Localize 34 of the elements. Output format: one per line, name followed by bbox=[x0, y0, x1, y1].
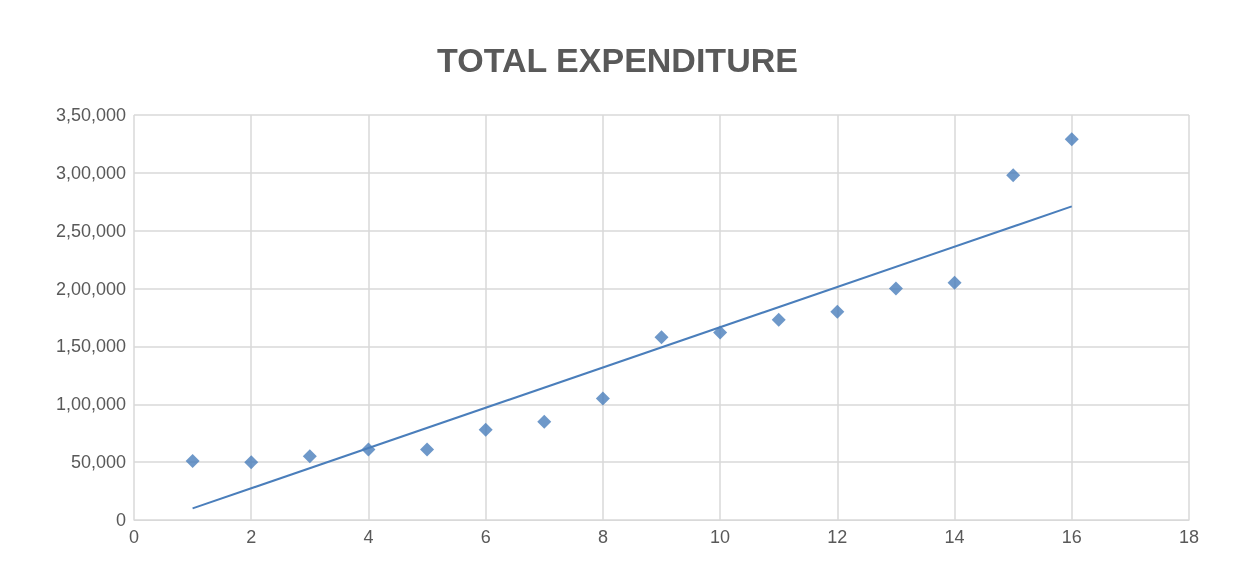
x-tick-label: 14 bbox=[944, 527, 965, 547]
point bbox=[420, 442, 435, 457]
point bbox=[244, 455, 259, 470]
point bbox=[1006, 168, 1021, 183]
x-tick-label: 0 bbox=[128, 527, 140, 547]
y-tick-label: 2,00,000 bbox=[55, 278, 126, 299]
x-tick-label: 6 bbox=[480, 527, 491, 547]
x-tick-label: 8 bbox=[597, 527, 608, 547]
y-tick-label: 0 bbox=[115, 510, 126, 530]
x-tick-label: 18 bbox=[1178, 527, 1200, 547]
point bbox=[1064, 132, 1079, 147]
point bbox=[478, 422, 493, 437]
point bbox=[771, 312, 786, 327]
x-tick-label: 12 bbox=[827, 527, 848, 547]
y-tick-label: 50,000 bbox=[70, 452, 126, 473]
y-tick-label: 2,50,000 bbox=[55, 220, 126, 241]
x-tick-label: 16 bbox=[1061, 527, 1082, 547]
point bbox=[537, 414, 552, 429]
x-tick-label: 4 bbox=[363, 527, 374, 547]
chart-title: TOTAL EXPENDITURE bbox=[437, 41, 798, 79]
point bbox=[888, 281, 903, 296]
point bbox=[713, 325, 728, 340]
point bbox=[302, 449, 317, 464]
x-tick-label: 2 bbox=[246, 527, 257, 547]
point bbox=[654, 330, 669, 345]
y-tick-label: 3,50,000 bbox=[55, 105, 126, 125]
point bbox=[947, 275, 962, 290]
y-tick-label: 1,00,000 bbox=[55, 394, 126, 415]
point bbox=[185, 453, 200, 468]
y-tick-label: 1,50,000 bbox=[55, 336, 126, 357]
point bbox=[595, 391, 610, 406]
y-tick-label: 3,00,000 bbox=[55, 162, 126, 183]
point bbox=[830, 304, 845, 319]
x-tick-label: 10 bbox=[710, 527, 731, 547]
